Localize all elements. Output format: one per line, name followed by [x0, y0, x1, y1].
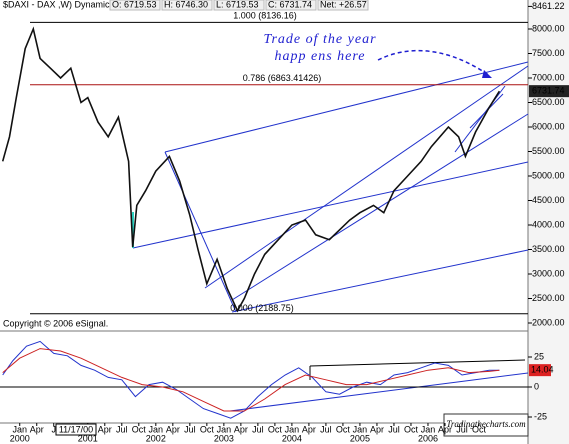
annotation: Trade of the year	[263, 32, 376, 47]
indicator-line	[2, 348, 500, 412]
quote: Net: +26.57	[320, 0, 367, 9]
y-tick-label: 4000.00	[532, 219, 565, 229]
x-tick-label: Oct	[268, 424, 283, 434]
x-tick-label: Apr	[30, 424, 44, 434]
chart-title: $DAXI - DAX ,W) Dynamic	[3, 0, 110, 9]
year-label: 2003	[214, 433, 234, 443]
indicator-last-box	[529, 364, 551, 377]
cursor-date-box	[55, 423, 97, 436]
x-tick-label: Apr	[438, 424, 452, 434]
copyright: Copyright © 2006 eSignal.	[3, 318, 108, 328]
x-tick-label: Jan	[421, 424, 436, 434]
x-tick-label: J	[52, 424, 57, 434]
y-tick-label: 7000.00	[532, 72, 565, 82]
y-tick-label: -25	[534, 411, 547, 421]
x-tick-label: Jan	[353, 424, 368, 434]
x-tick-label: Jul	[456, 424, 468, 434]
quote-box	[109, 0, 161, 11]
y-tick-label: 5500.00	[532, 146, 565, 156]
y-tick-label: 6500.00	[532, 97, 565, 107]
year-label: 2005	[350, 433, 370, 443]
x-tick-label: Jul	[116, 424, 128, 434]
x-tick-label: Apr	[302, 424, 316, 434]
x-tick-label: Oct	[336, 424, 351, 434]
x-tick-label: Apr	[370, 424, 384, 434]
x-tick-label: Jan	[285, 424, 300, 434]
trendline	[309, 359, 526, 367]
x-tick-label: Apr	[98, 424, 112, 434]
y-tick-label: 5000.00	[532, 170, 565, 180]
trendline	[231, 113, 529, 301]
year-label: 2000	[10, 433, 30, 443]
year-label: 2001	[78, 433, 98, 443]
y-tick-label: 3500.00	[532, 244, 565, 254]
price-line	[1, 26, 501, 313]
x-tick-label: Jan	[217, 424, 232, 434]
last-price-box	[529, 85, 569, 98]
y-tick-label: 8000.00	[532, 23, 565, 33]
trendline	[204, 65, 529, 289]
annotation: happ ens here	[274, 49, 365, 64]
fib-label: 1.000 (8136.16)	[233, 11, 297, 21]
quote: O: 6719.53	[112, 0, 157, 9]
trendline	[231, 249, 529, 313]
last-price: 6731.74	[532, 86, 565, 96]
x-tick-label: Oct	[404, 424, 419, 434]
x-tick-label: Jan	[149, 424, 164, 434]
year-label: 2006	[418, 433, 438, 443]
y-tick-label: 2500.00	[532, 293, 565, 303]
x-tick-label: Oct	[132, 424, 147, 434]
x-tick-label: Jul	[320, 424, 332, 434]
arrow-head	[482, 70, 492, 78]
year-label: 2002	[146, 433, 166, 443]
quote-box	[317, 0, 369, 11]
trendline	[229, 372, 529, 412]
x-tick-label: Apr	[166, 424, 180, 434]
quote: C: 6731.74	[268, 0, 312, 9]
x-tick-label: Jan	[12, 424, 27, 434]
quote: L: 6719.53	[216, 0, 259, 9]
y-tick-label: 3000.00	[532, 268, 565, 278]
y-tick-label: 2000.00	[532, 317, 565, 327]
y-tick-label: 6000.00	[532, 121, 565, 131]
x-tick-label: Jul	[388, 424, 400, 434]
quote: H: 6746.30	[164, 0, 208, 9]
x-tick-label: Jul	[184, 424, 196, 434]
y-tick-label: 0	[534, 381, 539, 391]
y-tick-label: 7500.00	[532, 48, 565, 58]
indicator-last: 14.04	[531, 365, 554, 375]
fib-label: 0.000 (2188.75)	[230, 303, 294, 313]
quote-box	[213, 0, 265, 11]
x-tick-label: Apr	[234, 424, 248, 434]
watermark-box	[443, 413, 529, 437]
x-tick-label: Jul	[252, 424, 264, 434]
y-tick-label: 8461.22	[532, 1, 565, 11]
y-tick-label: 25	[534, 351, 544, 361]
fib-label: 0.786 (6863.41426)	[243, 73, 322, 83]
x-tick-label: Oct	[472, 424, 487, 434]
year-label: 2004	[282, 433, 302, 443]
trendline	[164, 61, 529, 153]
cursor-date: 11/17/00	[59, 424, 93, 434]
trendline	[164, 151, 237, 313]
y-tick-label: 4500.00	[532, 195, 565, 205]
indicator-line	[2, 340, 500, 419]
watermark: Tradingthecharts.com	[446, 419, 526, 429]
trendline	[132, 161, 529, 249]
x-tick-label: Oct	[200, 424, 215, 434]
quote-box	[161, 0, 213, 11]
quote-box	[265, 0, 317, 11]
